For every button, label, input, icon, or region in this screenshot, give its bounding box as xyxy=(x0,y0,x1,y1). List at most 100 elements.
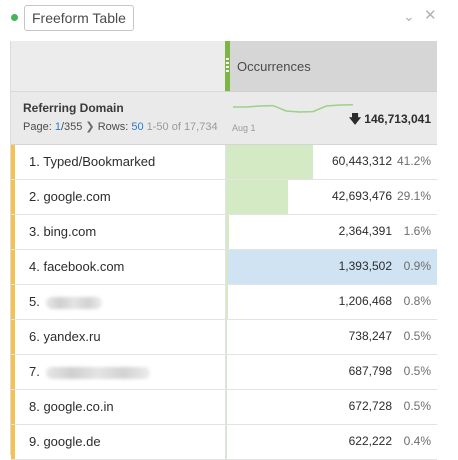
metric-percent: 41.2% xyxy=(396,154,431,168)
row-label-text: 5. xyxy=(29,294,40,309)
row-label-text: 1. Typed/Bookmarked xyxy=(29,154,156,169)
metric-summary: Aug 1 🡇 146,713,041 xyxy=(225,92,437,145)
page-total: /355 xyxy=(60,121,83,133)
page-prefix: Page: xyxy=(23,121,52,133)
metric-value: 687,798 xyxy=(348,364,392,378)
dimension-name: Referring Domain xyxy=(23,101,124,115)
value-bar xyxy=(226,355,227,389)
value-bar xyxy=(226,215,229,249)
status-indicator xyxy=(11,14,18,21)
row-selection-bar xyxy=(11,250,15,284)
redacted-text xyxy=(45,296,102,309)
row-label-text: 9. google.de xyxy=(29,434,101,449)
row-selection-bar xyxy=(11,180,15,214)
metric-value: 622,222 xyxy=(348,434,392,448)
metric-value: 1,206,468 xyxy=(338,294,392,308)
metric-percent: 1.6% xyxy=(403,224,431,238)
metric-column-header[interactable]: Occurrences xyxy=(225,41,437,92)
freeform-table: Occurrences Referring Domain Page: 1/355… xyxy=(10,41,437,460)
table-body: 1. Typed/Bookmarked 60,443,312 41.2% 2. goo… xyxy=(11,145,437,460)
row-selection-bar xyxy=(11,320,15,354)
table-row[interactable]: 7. 687,798 0.5% xyxy=(11,355,437,390)
metric-cell[interactable]: 687,798 0.5% xyxy=(225,355,437,389)
redacted-text xyxy=(45,366,150,379)
table-row[interactable]: 6. yandex.ru 738,247 0.5% xyxy=(11,320,437,355)
row-selection-bar xyxy=(11,425,15,459)
row-label[interactable]: 2. google.com xyxy=(29,189,111,204)
total-value: 146,713,041 xyxy=(364,112,431,126)
chevron-down-icon[interactable]: ⌄ xyxy=(403,8,415,24)
sparkline-date: Aug 1 xyxy=(232,123,256,133)
metric-percent: 29.1% xyxy=(396,189,431,203)
arrow-down-icon: 🡇 xyxy=(348,112,362,126)
metric-cell[interactable]: 42,693,476 29.1% xyxy=(225,180,437,214)
metric-cell[interactable]: 1,393,502 0.9% xyxy=(225,250,437,284)
value-bar xyxy=(226,250,228,284)
metric-header-label: Occurrences xyxy=(237,59,311,74)
metric-percent: 0.9% xyxy=(403,259,431,273)
row-label[interactable]: 4. facebook.com xyxy=(29,259,124,274)
metric-cell[interactable]: 672,728 0.5% xyxy=(225,390,437,424)
dimension-summary: Referring Domain Page: 1/355 ❯ Rows: 50 … xyxy=(11,92,225,145)
metric-cell[interactable]: 60,443,312 41.2% xyxy=(225,145,437,179)
metric-value: 2,364,391 xyxy=(338,224,392,238)
row-label[interactable]: 8. google.co.in xyxy=(29,399,114,414)
sparkline-trend xyxy=(233,104,354,113)
metric-value: 738,247 xyxy=(348,329,392,343)
panel-title[interactable]: Freeform Table xyxy=(24,5,134,31)
metric-cell[interactable]: 738,247 0.5% xyxy=(225,320,437,354)
value-bar xyxy=(226,320,227,354)
page-current[interactable]: 1 xyxy=(54,121,61,133)
row-label[interactable]: 3. bing.com xyxy=(29,224,96,239)
metric-percent: 0.5% xyxy=(403,399,431,413)
row-selection-bar xyxy=(11,285,15,319)
row-label[interactable]: 9. google.de xyxy=(29,434,101,449)
table-row[interactable]: 2. google.com 42,693,476 29.1% xyxy=(11,180,437,215)
table-row[interactable]: 5. 1,206,468 0.8% xyxy=(11,285,437,320)
row-label[interactable]: 1. Typed/Bookmarked xyxy=(29,154,155,169)
row-selection-bar xyxy=(11,355,15,389)
metric-percent: 0.8% xyxy=(403,294,431,308)
column-drag-handle[interactable] xyxy=(225,41,230,91)
value-bar xyxy=(226,390,227,424)
table-row[interactable]: 1. Typed/Bookmarked 60,443,312 41.2% xyxy=(11,145,437,180)
table-row[interactable]: 4. facebook.com 1,393,502 0.9% xyxy=(11,250,437,285)
metric-percent: 0.5% xyxy=(403,329,431,343)
pager: Page: 1/355 ❯ Rows: 50 1-50 of 17,734 xyxy=(23,120,218,133)
dimension-column-header xyxy=(11,41,225,92)
metric-total: 🡇 146,713,041 xyxy=(349,110,431,131)
sparkline xyxy=(233,104,354,113)
row-label-text: 6. yandex.ru xyxy=(29,329,101,344)
metric-cell[interactable]: 622,222 0.4% xyxy=(225,425,437,459)
row-selection-bar xyxy=(11,215,15,249)
row-selection-bar xyxy=(11,390,15,424)
metric-value: 42,693,476 xyxy=(331,189,392,203)
row-label[interactable]: 6. yandex.ru xyxy=(29,329,101,344)
row-label[interactable]: 5. xyxy=(29,294,102,309)
row-label-text: 4. facebook.com xyxy=(29,259,125,274)
row-label[interactable]: 7. xyxy=(29,364,150,379)
table-row[interactable]: 8. google.co.in 672,728 0.5% xyxy=(11,390,437,425)
value-bar xyxy=(226,145,313,179)
table-row[interactable]: 3. bing.com 2,364,391 1.6% xyxy=(11,215,437,250)
next-page-icon[interactable]: ❯ xyxy=(85,121,95,133)
metric-value: 672,728 xyxy=(348,399,392,413)
metric-value: 1,393,502 xyxy=(338,259,392,273)
metric-percent: 0.4% xyxy=(403,434,431,448)
value-bar xyxy=(226,285,228,319)
metric-cell[interactable]: 1,206,468 0.8% xyxy=(225,285,437,319)
value-bar xyxy=(226,425,227,459)
row-label-text: 8. google.co.in xyxy=(29,399,114,414)
metric-percent: 0.5% xyxy=(403,364,431,378)
row-label-text: 3. bing.com xyxy=(29,224,97,239)
value-bar xyxy=(226,180,288,214)
panel-header: Freeform Table ⌄ ✕ xyxy=(0,0,458,38)
row-selection-bar xyxy=(11,145,15,179)
rows-label: Rows: xyxy=(97,121,129,133)
row-label-text: 7. xyxy=(29,364,40,379)
row-label-text: 2. google.com xyxy=(29,189,111,204)
row-range: 1-50 of 17,734 xyxy=(146,121,218,133)
metric-cell[interactable]: 2,364,391 1.6% xyxy=(225,215,437,249)
close-icon[interactable]: ✕ xyxy=(424,7,437,24)
rows-per-page[interactable]: 50 xyxy=(131,121,144,133)
